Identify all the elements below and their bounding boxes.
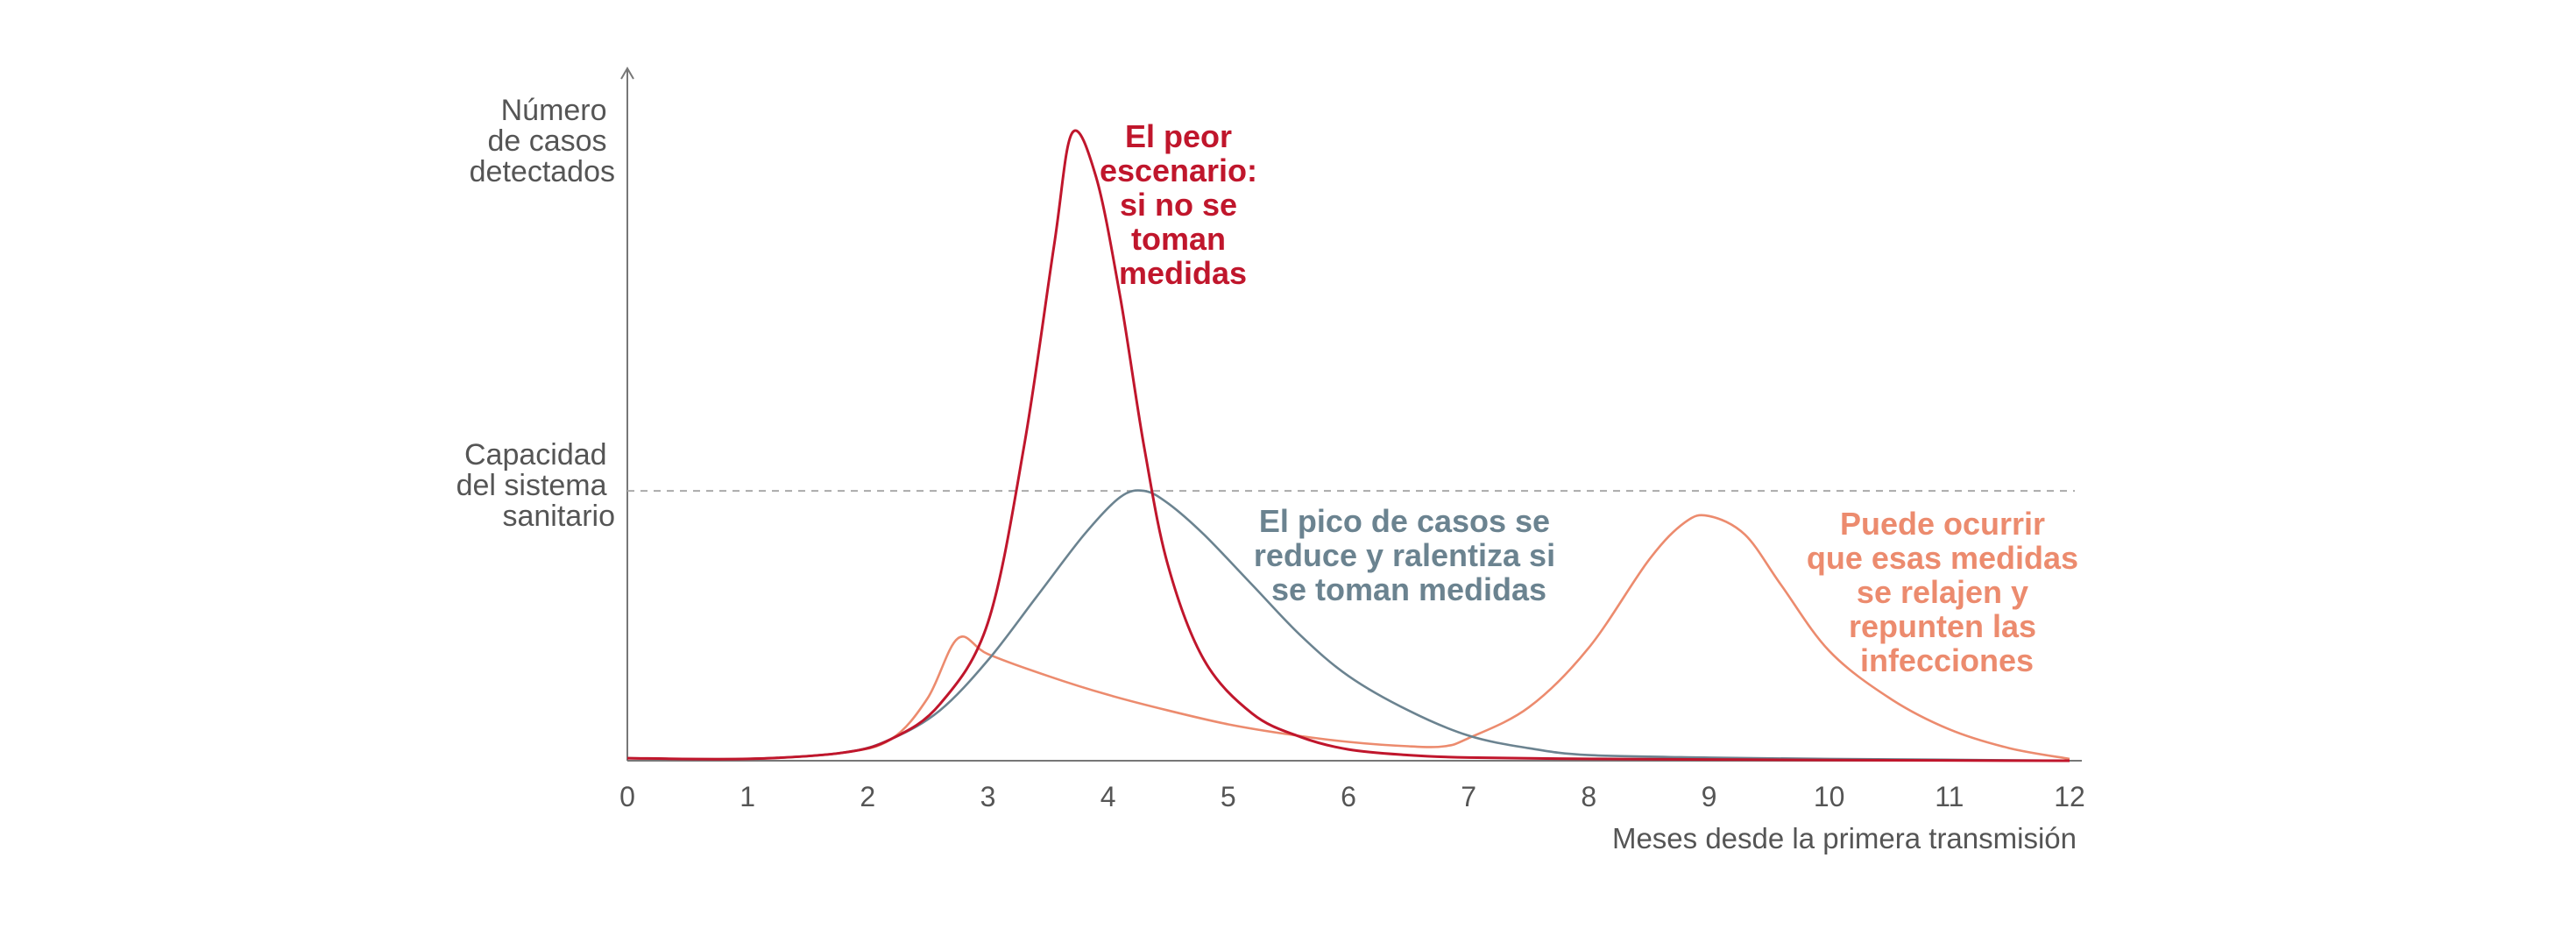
series-line-rebound: [626, 514, 2070, 761]
annotation-line: se toman medidas: [1271, 571, 1546, 607]
x-tick-label: 5: [1221, 781, 1236, 812]
x-tick-label: 8: [1581, 781, 1596, 812]
annotation-line: si no se: [1120, 187, 1237, 223]
annotation-mitigated: El pico de casos se reduce y ralentiza s…: [1254, 503, 1564, 607]
annotation-line: escenario:: [1100, 152, 1257, 188]
capacity-label: Capacidad del sistema sanitario: [456, 438, 615, 533]
x-tick-label: 7: [1461, 781, 1476, 812]
series-lines: [626, 129, 2070, 762]
x-tick-label: 0: [619, 781, 635, 812]
series-line-worst: [626, 129, 2070, 762]
y-axis-label-line: Número: [501, 94, 607, 127]
annotation-line: se relajen y: [1857, 574, 2028, 610]
annotation-line: infecciones: [1860, 642, 2034, 678]
x-tick-label: 9: [1702, 781, 1717, 812]
capacity-label-line: del sistema: [456, 469, 607, 502]
x-tick-label: 2: [860, 781, 875, 812]
annotation-line: medidas: [1119, 255, 1247, 291]
y-axis-label: Número de casos detectados: [470, 94, 615, 188]
y-axis-arrow-icon: [620, 67, 634, 80]
x-axis-label: Meses desde la primera transmisión: [1612, 822, 2077, 854]
annotation-worst-case: El peor escenario: si no se toman medida…: [1100, 118, 1266, 291]
x-tick-label: 4: [1100, 781, 1116, 812]
annotation-line: El peor: [1125, 118, 1232, 154]
annotation-line: repunten las: [1849, 608, 2036, 644]
capacity-label-line: Capacidad: [464, 438, 607, 472]
annotation-line: reduce y ralentiza si: [1254, 537, 1555, 573]
annotation-line: que esas medidas: [1807, 540, 2078, 576]
x-tick-label: 1: [740, 781, 755, 812]
y-axis-label-line: de casos: [487, 124, 606, 158]
x-tick-label: 11: [1935, 781, 1964, 812]
annotation-line: toman: [1131, 221, 1226, 257]
annotation-line: El pico de casos se: [1259, 503, 1550, 539]
capacity-label-line: sanitario: [502, 500, 615, 533]
x-tick-label: 6: [1341, 781, 1356, 812]
x-tick-label: 10: [1814, 781, 1845, 812]
y-axis-label-line: detectados: [470, 155, 615, 188]
x-tick-label: 12: [2054, 781, 2085, 812]
annotation-rebound: Puede ocurrir que esas medidas se relaje…: [1807, 506, 2087, 678]
x-tick-labels: 0 1 2 3 4 5 6 7 8 9 10 11 12: [619, 781, 2085, 812]
annotation-line: Puede ocurrir: [1840, 506, 2045, 542]
x-tick-label: 3: [980, 781, 996, 812]
